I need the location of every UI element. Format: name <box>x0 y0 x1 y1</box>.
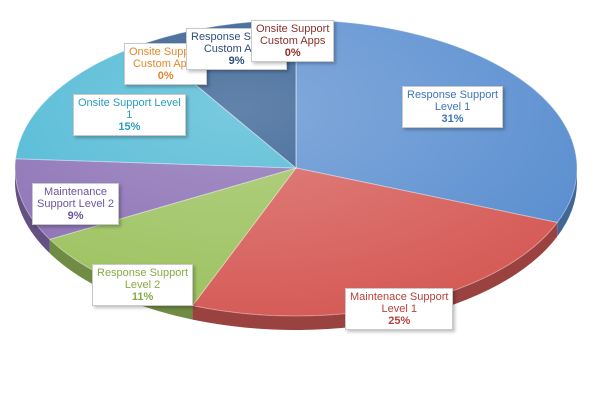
slice-percent: 9% <box>67 210 84 222</box>
pie-side-3 <box>15 168 50 254</box>
data-label-7: Onsite Support Custom Apps 0% <box>251 20 335 62</box>
slice-label-line: Level 1 <box>381 303 417 315</box>
slice-percent: 15% <box>118 121 141 133</box>
slice-percent: 25% <box>388 315 411 327</box>
slice-percent: 11% <box>131 291 154 303</box>
pie-side-0 <box>557 168 577 237</box>
slice-percent: 0% <box>157 70 174 82</box>
data-label-2: Response Support Level 2 11% <box>92 264 194 306</box>
slice-label-line: Onsite Support <box>256 23 330 35</box>
slice-label-line: Support Level 2 <box>37 198 115 210</box>
data-label-4: Onsite Support Level 1 15% <box>73 94 186 136</box>
slice-percent: 31% <box>441 113 464 125</box>
pie-side-1 <box>192 222 558 331</box>
slice-label-line: Response Support <box>97 267 189 279</box>
slice-label-line: Custom Apps <box>259 35 326 47</box>
data-label-3: Maintenance Support Level 2 9% <box>32 183 120 225</box>
slice-label-line: Onsite Support <box>129 46 203 58</box>
slice-label-line: Level 1 <box>434 101 471 113</box>
slice-label-line: Level 2 <box>124 279 161 291</box>
slice-percent: 0% <box>284 47 301 59</box>
slice-label-line: 1 <box>126 109 133 121</box>
slice-label-line: Maintenance <box>44 186 108 198</box>
slice-label-line: Onsite Support Level <box>78 97 181 109</box>
slice-label-line: Custom Apps <box>132 58 199 70</box>
slice-percent: 9% <box>228 55 245 67</box>
data-label-0: Response Support Level 1 31% <box>402 86 504 128</box>
slice-label-line: Maintenace Support <box>350 291 449 303</box>
data-label-1: Maintenace Support Level 1 25% <box>345 288 454 330</box>
slice-label-line: Response Support <box>407 89 499 101</box>
